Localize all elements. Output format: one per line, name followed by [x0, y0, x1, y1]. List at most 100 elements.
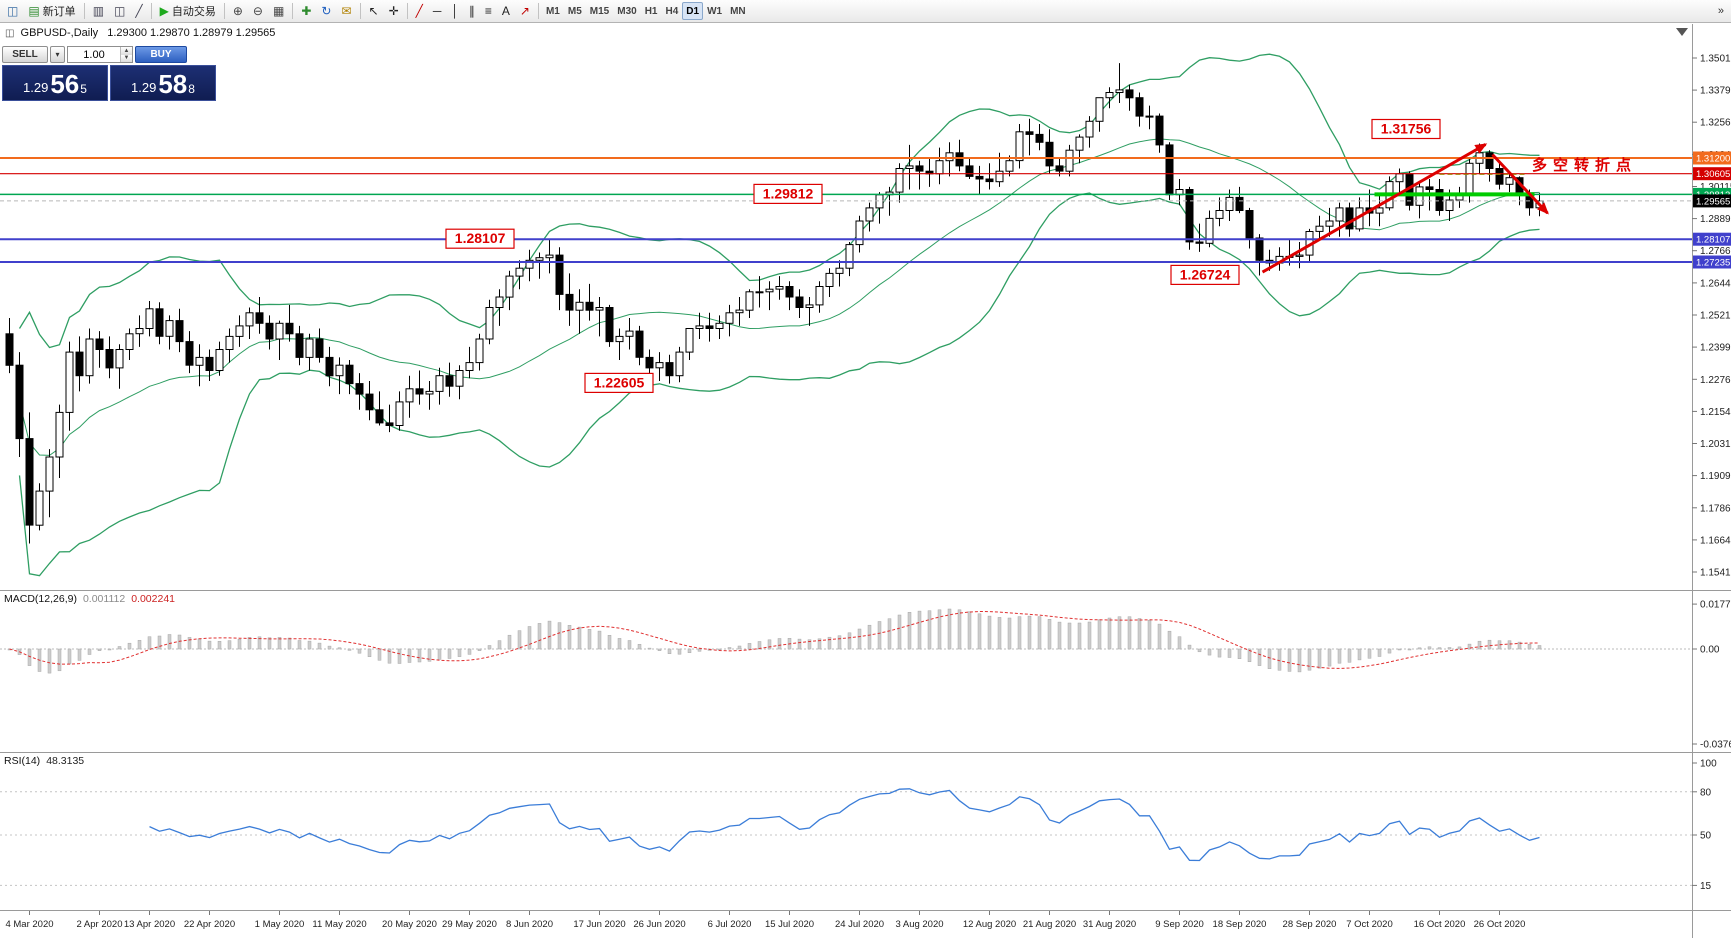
volume-input[interactable]: [68, 47, 120, 62]
svg-text:31 Aug 2020: 31 Aug 2020: [1083, 919, 1136, 930]
price-scale[interactable]: 1.350151.337901.325651.313401.301151.288…: [1692, 24, 1731, 590]
sell-price-main: 1.29: [23, 79, 49, 95]
bollinger-middle-band: [19, 138, 1540, 456]
tile-windows-icon[interactable]: ▦: [268, 2, 289, 21]
toolbar-more-button[interactable]: »: [1713, 2, 1729, 21]
time-scale[interactable]: 4 Mar 2020 2 Apr 2020 13 Apr 2020 22 Apr 20…: [0, 910, 1731, 938]
sell-price-panel[interactable]: 1.29 56 5: [2, 65, 108, 101]
chart-candles-icon[interactable]: ◫: [109, 2, 130, 21]
charts-window-icon[interactable]: ◫: [2, 2, 23, 21]
bollinger-upper-band: [18, 53, 1540, 349]
fibonacci-tool[interactable]: ≡: [480, 2, 497, 21]
main-toolbar: ◫ ▤ 新订单 ▥ ◫ ╱ ▶ 自动交易 ⊕ ⊖ ▦ ✚ ↻ ✉ ↖ ✛ ╱ ─ │ ∥ ≡ A ↗ M1 M5 M15 M30 H1…: [0, 0, 1731, 23]
svg-text:22 Apr 2020: 22 Apr 2020: [184, 919, 235, 930]
vertical-line-tool-icon: │: [451, 4, 459, 18]
price-callout[interactable]: 1.22605: [584, 372, 654, 393]
price-callout[interactable]: 1.26724: [1170, 264, 1240, 285]
fibonacci-tool-icon: ≡: [484, 4, 492, 18]
rsi-panel[interactable]: 100 80 50 15: [0, 752, 1731, 910]
buy-price-panel[interactable]: 1.29 58 8: [110, 65, 216, 101]
macd-panel[interactable]: 0.017788 0.00 -0.037611: [0, 590, 1731, 752]
rsi-scale[interactable]: 100 80 50 15: [1692, 753, 1717, 910]
text-tool[interactable]: A: [497, 2, 515, 21]
toolbar-separator: [83, 3, 85, 19]
trend-arrow-down[interactable]: [1491, 153, 1549, 215]
chart-shift-marker[interactable]: [1676, 28, 1688, 36]
svg-text:16 Oct 2020: 16 Oct 2020: [1414, 919, 1466, 930]
buy-price-sup: 8: [188, 82, 195, 96]
timeframe-h1-button[interactable]: H1: [641, 2, 662, 20]
svg-text:1.22765: 1.22765: [1700, 375, 1731, 386]
trendline-tool[interactable]: ╱: [411, 2, 428, 21]
vertical-line-tool[interactable]: │: [446, 2, 464, 21]
timeframe-m1-button[interactable]: M1: [542, 2, 564, 20]
new-chart-button[interactable]: ✚: [296, 2, 316, 21]
timeframe-d1-button[interactable]: D1: [682, 2, 704, 20]
toolbar-separator: [406, 3, 408, 19]
arrow-tool[interactable]: ↗: [515, 2, 535, 21]
chart-line-icon[interactable]: ╱: [130, 2, 147, 21]
chart-type-icon: ◫: [5, 28, 15, 39]
timeframe-mn-button[interactable]: MN: [726, 2, 750, 20]
refresh-icon[interactable]: ↻: [316, 2, 336, 21]
trendline-tool-icon: ╱: [415, 4, 423, 18]
svg-text:1.28890: 1.28890: [1700, 214, 1731, 225]
autotrading-button-label: 自动交易: [171, 6, 216, 18]
zoom-out-button-icon: ⊖: [252, 4, 263, 18]
channel-tool[interactable]: ∥: [464, 2, 480, 21]
svg-text:0.017788: 0.017788: [1700, 600, 1731, 611]
svg-text:9 Sep 2020: 9 Sep 2020: [1155, 919, 1204, 930]
buy-price-main: 1.29: [131, 79, 157, 95]
trend-arrow-up[interactable]: [1261, 143, 1488, 274]
timeframe-m30-button[interactable]: M30: [613, 2, 640, 20]
horizontal-line-tool[interactable]: ─: [428, 2, 447, 21]
buy-button[interactable]: BUY: [135, 46, 187, 63]
macd-label: MACD(12,26,9) 0.001112 0.002241: [4, 593, 175, 605]
volume-dropdown-button[interactable]: ▾: [50, 46, 65, 63]
timeframe-w1-button[interactable]: W1: [703, 2, 726, 20]
mail-icon[interactable]: ✉: [336, 2, 356, 21]
main-price-chart[interactable]: 1.29812 1.28107 1.31756 1.26724 1.22605 多空转折点…: [0, 24, 1731, 590]
svg-text:1.15415: 1.15415: [1700, 568, 1731, 579]
svg-text:1.27665: 1.27665: [1700, 246, 1731, 257]
svg-text:24 Jul 2020: 24 Jul 2020: [835, 919, 884, 930]
sell-price-big: 56: [50, 69, 80, 99]
volume-up-button[interactable]: ▲: [121, 47, 132, 55]
new-order-button-icon: ▤: [28, 4, 40, 18]
rsi-name: RSI(14): [4, 755, 41, 767]
annotation-text[interactable]: 多空转折点: [1532, 156, 1637, 174]
zoom-in-button[interactable]: ⊕: [228, 2, 248, 21]
chart-plot-area[interactable]: [0, 24, 1731, 590]
volume-down-button[interactable]: ▼: [121, 54, 132, 62]
zoom-out-button[interactable]: ⊖: [248, 2, 268, 21]
crosshair-tool[interactable]: ✛: [384, 2, 404, 21]
refresh-icon-icon: ↻: [321, 4, 332, 18]
price-callout[interactable]: 1.28107: [445, 228, 515, 249]
timeframe-m5-button[interactable]: M5: [564, 2, 586, 20]
macd-scale[interactable]: 0.017788 0.00 -0.037611: [1692, 591, 1731, 752]
cursor-tool[interactable]: ↖: [364, 2, 384, 21]
svg-text:28 Sep 2020: 28 Sep 2020: [1283, 919, 1337, 930]
sell-button[interactable]: SELL: [2, 46, 48, 63]
svg-text:1.19090: 1.19090: [1700, 471, 1731, 482]
autotrading-button[interactable]: ▶ 自动交易: [155, 2, 221, 21]
new-order-button[interactable]: ▤ 新订单: [23, 2, 80, 21]
price-scale-tag: 1.29565: [1693, 194, 1731, 208]
bollinger-bands: [18, 53, 1540, 577]
svg-text:26 Jun 2020: 26 Jun 2020: [633, 919, 685, 930]
svg-text:1.35015: 1.35015: [1700, 54, 1731, 65]
svg-text:1.31200: 1.31200: [1696, 154, 1730, 165]
timeframe-m15-button[interactable]: M15: [586, 2, 613, 20]
timeframe-h4-button[interactable]: H4: [661, 2, 682, 20]
svg-text:4 Mar 2020: 4 Mar 2020: [5, 919, 53, 930]
chart-bars-icon[interactable]: ▥: [88, 2, 109, 21]
svg-text:8 Jun 2020: 8 Jun 2020: [506, 919, 553, 930]
svg-text:1.30605: 1.30605: [1696, 169, 1730, 180]
price-callout[interactable]: 1.31756: [1371, 118, 1441, 140]
svg-text:1.26440: 1.26440: [1700, 278, 1731, 289]
price-callout[interactable]: 1.29812: [753, 183, 823, 204]
svg-text:1.16640: 1.16640: [1700, 535, 1731, 546]
svg-text:1.32565: 1.32565: [1700, 118, 1731, 129]
rsi-label: RSI(14) 48.3135: [4, 755, 84, 767]
channel-tool-icon: ∥: [468, 4, 475, 18]
